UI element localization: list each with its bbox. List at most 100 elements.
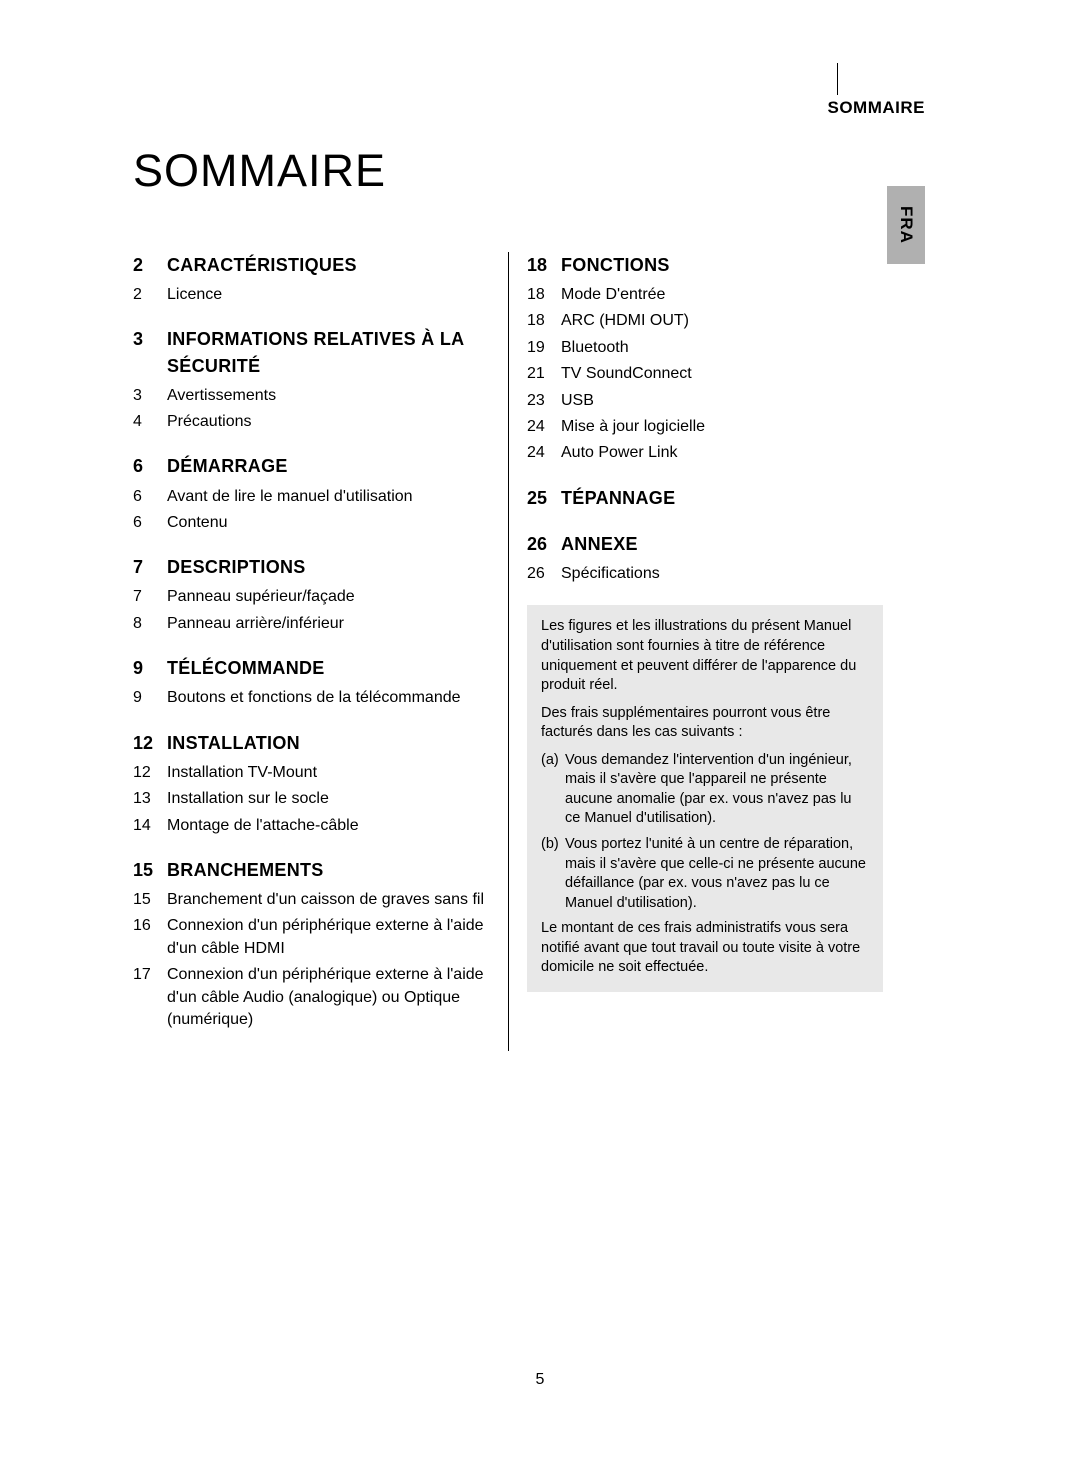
toc-entry-text: USB xyxy=(561,390,883,412)
toc-section: 12INSTALLATION12Installation TV-Mount13I… xyxy=(133,730,490,837)
toc-entry-page: 7 xyxy=(133,586,167,608)
toc-section-head: 9TÉLÉCOMMANDE xyxy=(133,655,490,681)
toc-entry: 12Installation TV-Mount xyxy=(133,762,490,784)
toc-section: 15BRANCHEMENTS15Branchement d'un caisson… xyxy=(133,857,490,1031)
toc-section-page: 25 xyxy=(527,488,561,509)
toc-section-head: 12INSTALLATION xyxy=(133,730,490,756)
toc-section-head: 26ANNEXE xyxy=(527,531,883,557)
toc-section-page: 15 xyxy=(133,860,167,881)
toc-section-head: 25TÉPANNAGE xyxy=(527,485,883,511)
toc-entry-page: 17 xyxy=(133,964,167,986)
toc-entry-text: Contenu xyxy=(167,512,490,534)
toc-entry-page: 19 xyxy=(527,337,561,359)
toc-content: 2CARACTÉRISTIQUES2Licence 3INFORMATIONS R… xyxy=(133,252,883,1051)
toc-section: 26ANNEXE26Spécifications xyxy=(527,531,883,585)
toc-section-page: 12 xyxy=(133,733,167,754)
toc-entry-page: 3 xyxy=(133,385,167,407)
toc-entry-page: 16 xyxy=(133,915,167,937)
toc-entry-page: 9 xyxy=(133,687,167,709)
toc-section: 2CARACTÉRISTIQUES2Licence xyxy=(133,252,490,306)
toc-entry: 26Spécifications xyxy=(527,563,883,585)
toc-entry-page: 13 xyxy=(133,788,167,810)
toc-entry-text: Boutons et fonctions de la télécommande xyxy=(167,687,490,709)
language-tab: FRA xyxy=(887,186,925,264)
toc-section-page: 7 xyxy=(133,557,167,578)
toc-entry-text: Connexion d'un périphérique externe à l'… xyxy=(167,964,490,1031)
toc-section: 3INFORMATIONS RELATIVES À LA SÉCURITÉ3Av… xyxy=(133,326,490,433)
toc-entry-page: 12 xyxy=(133,762,167,784)
toc-entry-text: Avertissements xyxy=(167,385,490,407)
toc-entry-text: Auto Power Link xyxy=(561,442,883,464)
toc-entry-text: Spécifications xyxy=(561,563,883,585)
toc-entry-text: Précautions xyxy=(167,411,490,433)
toc-entry: 8Panneau arrière/inférieur xyxy=(133,613,490,635)
toc-entry-text: Avant de lire le manuel d'utilisation xyxy=(167,486,490,508)
toc-column-right: 18FONCTIONS18Mode D'entrée18ARC (HDMI OU… xyxy=(508,252,883,1051)
toc-section-head: 3INFORMATIONS RELATIVES À LA SÉCURITÉ xyxy=(133,326,490,378)
toc-section-page: 26 xyxy=(527,534,561,555)
toc-entry-page: 18 xyxy=(527,284,561,306)
toc-section-title: INFORMATIONS RELATIVES À LA SÉCURITÉ xyxy=(167,326,490,378)
toc-entry-text: Connexion d'un périphérique externe à l'… xyxy=(167,915,490,960)
toc-section: 9TÉLÉCOMMANDE9Boutons et fonctions de la… xyxy=(133,655,490,709)
toc-entry-text: TV SoundConnect xyxy=(561,363,883,385)
note-item-marker: (a) xyxy=(541,751,565,829)
note-box: Les figures et les illustrations du prés… xyxy=(527,605,883,992)
toc-entry: 15Branchement d'un caisson de graves san… xyxy=(133,889,490,911)
toc-entry: 6Avant de lire le manuel d'utilisation xyxy=(133,486,490,508)
toc-entry-text: Installation sur le socle xyxy=(167,788,490,810)
toc-entry-page: 15 xyxy=(133,889,167,911)
header-section-label: SOMMAIRE xyxy=(828,98,926,118)
toc-entry-page: 18 xyxy=(527,310,561,332)
toc-entry-page: 2 xyxy=(133,284,167,306)
toc-column-left: 2CARACTÉRISTIQUES2Licence 3INFORMATIONS R… xyxy=(133,252,508,1051)
toc-entry-page: 4 xyxy=(133,411,167,433)
toc-section-page: 18 xyxy=(527,255,561,276)
toc-section-title: FONCTIONS xyxy=(561,252,670,278)
toc-entry: 7Panneau supérieur/façade xyxy=(133,586,490,608)
toc-entry-text: Bluetooth xyxy=(561,337,883,359)
toc-section-title: DÉMARRAGE xyxy=(167,453,288,479)
toc-section-title: BRANCHEMENTS xyxy=(167,857,324,883)
toc-entry-page: 8 xyxy=(133,613,167,635)
toc-entry-text: Installation TV-Mount xyxy=(167,762,490,784)
toc-section: 18FONCTIONS18Mode D'entrée18ARC (HDMI OU… xyxy=(527,252,883,465)
toc-entry-text: ARC (HDMI OUT) xyxy=(561,310,883,332)
note-item-text: Vous portez l'unité à un centre de répar… xyxy=(565,835,869,913)
toc-entry-page: 24 xyxy=(527,416,561,438)
toc-section: 6DÉMARRAGE6Avant de lire le manuel d'uti… xyxy=(133,453,490,534)
toc-section: 25TÉPANNAGE xyxy=(527,485,883,511)
toc-section: 7DESCRIPTIONS 7Panneau supérieur/façade 8P… xyxy=(133,554,490,635)
toc-entry-page: 6 xyxy=(133,512,167,534)
toc-entry: 9Boutons et fonctions de la télécommande xyxy=(133,687,490,709)
note-item-marker: (b) xyxy=(541,835,565,913)
note-item: (b)Vous portez l'unité à un centre de ré… xyxy=(541,835,869,913)
toc-entry: 13Installation sur le socle xyxy=(133,788,490,810)
toc-section-page: 9 xyxy=(133,658,167,679)
toc-entry-page: 26 xyxy=(527,563,561,585)
note-intro: Les figures et les illustrations du prés… xyxy=(541,617,869,695)
toc-entry: 4Précautions xyxy=(133,411,490,433)
toc-entry-text: Montage de l'attache-câble xyxy=(167,815,490,837)
toc-section-title: DESCRIPTIONS xyxy=(167,554,306,580)
toc-entry: 16Connexion d'un périphérique externe à … xyxy=(133,915,490,960)
header-divider-tick xyxy=(837,63,838,95)
toc-entry: 18Mode D'entrée xyxy=(527,284,883,306)
toc-entry: 14Montage de l'attache-câble xyxy=(133,815,490,837)
toc-section-page: 3 xyxy=(133,329,167,350)
toc-section-page: 2 xyxy=(133,255,167,276)
toc-entry: 17Connexion d'un périphérique externe à … xyxy=(133,964,490,1031)
toc-entry-text: Mise à jour logicielle xyxy=(561,416,883,438)
toc-section-head: 15BRANCHEMENTS xyxy=(133,857,490,883)
toc-section-head: 6DÉMARRAGE xyxy=(133,453,490,479)
toc-entry-page: 6 xyxy=(133,486,167,508)
note-fees-intro: Des frais supplémentaires pourront vous … xyxy=(541,704,869,743)
toc-entry-text: Branchement d'un caisson de graves sans … xyxy=(167,889,490,911)
toc-entry: 18ARC (HDMI OUT) xyxy=(527,310,883,332)
toc-entry: 24Auto Power Link xyxy=(527,442,883,464)
toc-entry: 19Bluetooth xyxy=(527,337,883,359)
toc-entry-page: 14 xyxy=(133,815,167,837)
toc-entry: 6Contenu xyxy=(133,512,490,534)
page-number: 5 xyxy=(536,1371,545,1389)
toc-entry-text: Licence xyxy=(167,284,490,306)
